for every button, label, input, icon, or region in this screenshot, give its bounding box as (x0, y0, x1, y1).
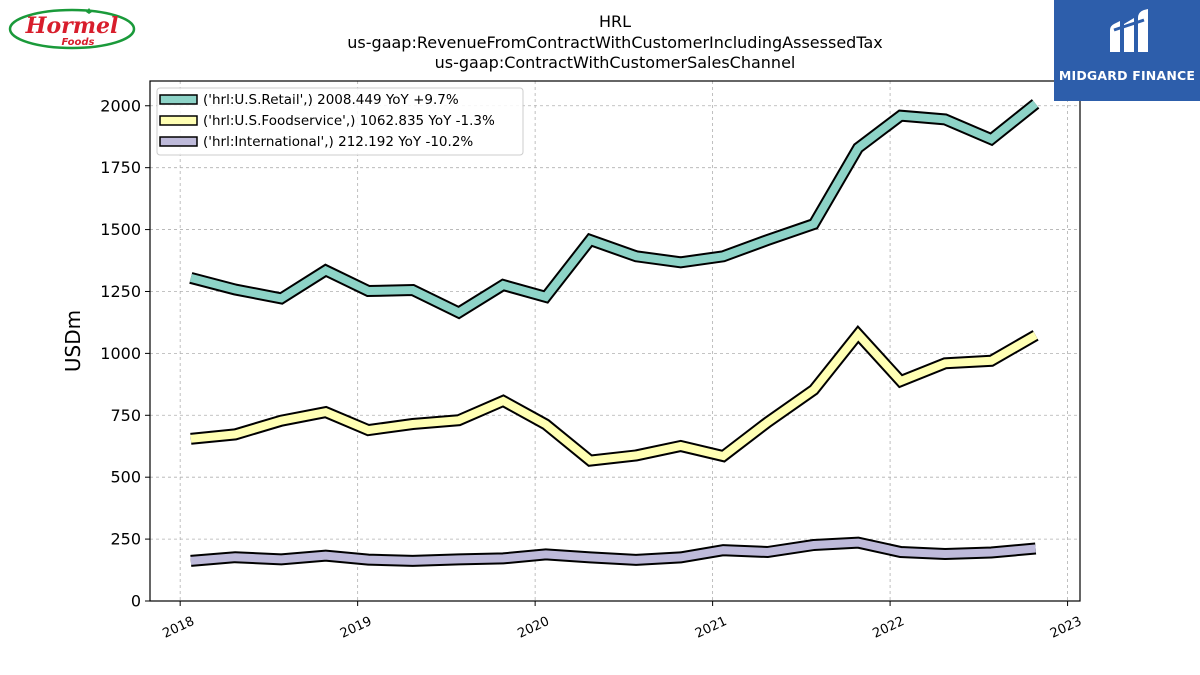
series-layer (189, 99, 1040, 567)
y-tick-label: 1250 (100, 282, 141, 301)
x-tick-label: 2022 (870, 614, 906, 642)
midgard-emblem-icon (1110, 9, 1148, 52)
x-axis: 2018 2019 2020 2021 2022 2023 (161, 601, 1084, 642)
midgard-finance-logo: MIDGARD FINANCE (1054, 0, 1200, 101)
midgard-brand-text: MIDGARD FINANCE (1058, 68, 1196, 83)
hormel-foods-logo: Hormel Foods (8, 6, 136, 50)
y-tick-label: 750 (110, 406, 141, 425)
plot-frame (149, 80, 1081, 602)
series-line (190, 328, 1038, 465)
x-tick-label: 2023 (1048, 614, 1084, 642)
chart-title: HRL us-gaap:RevenueFromContractWithCusto… (347, 12, 882, 72)
y-tick-label: 2000 (100, 96, 141, 115)
x-tick-label: 2019 (338, 614, 374, 642)
svg-text:Foods: Foods (62, 37, 95, 48)
legend-swatch (159, 115, 198, 126)
legend-swatch (159, 136, 198, 147)
x-tick-label: 2020 (515, 614, 551, 642)
legend-label: ('hrl:U.S.Retail',) 2008.449 YoY +9.7% (203, 92, 459, 108)
y-tick-label: 1500 (100, 220, 141, 239)
x-tick-label: 2021 (693, 614, 729, 642)
svg-text:Hormel: Hormel (25, 13, 119, 39)
title-line-3: us-gaap:ContractWithCustomerSalesChannel (435, 53, 796, 72)
y-tick-label: 1000 (100, 344, 141, 363)
y-tick-label: 0 (131, 592, 141, 611)
series-line (189, 100, 1039, 318)
y-axis-label: USDm (61, 310, 85, 372)
legend-swatch (159, 94, 198, 105)
legend-box (156, 87, 524, 156)
hormel-logo-icon: Hormel Foods (8, 8, 136, 50)
legend: ('hrl:U.S.Retail',) 2008.449 YoY +9.7% ('… (156, 87, 524, 156)
y-axis: 0 250 500 750 1000 1250 1500 1750 2000 (100, 96, 150, 611)
y-tick-label: 500 (110, 468, 141, 487)
x-tick-label: 2018 (161, 614, 197, 642)
y-tick-label: 1750 (100, 158, 141, 177)
legend-label: ('hrl:International',) 212.192 YoY -10.2… (203, 134, 473, 150)
title-line-1: HRL (599, 12, 631, 31)
title-line-2: us-gaap:RevenueFromContractWithCustomerI… (347, 33, 882, 52)
legend-label: ('hrl:U.S.Foodservice',) 1062.835 YoY -1… (203, 113, 495, 129)
grid (150, 81, 1080, 602)
series-line (190, 538, 1036, 565)
y-tick-label: 250 (110, 530, 141, 549)
